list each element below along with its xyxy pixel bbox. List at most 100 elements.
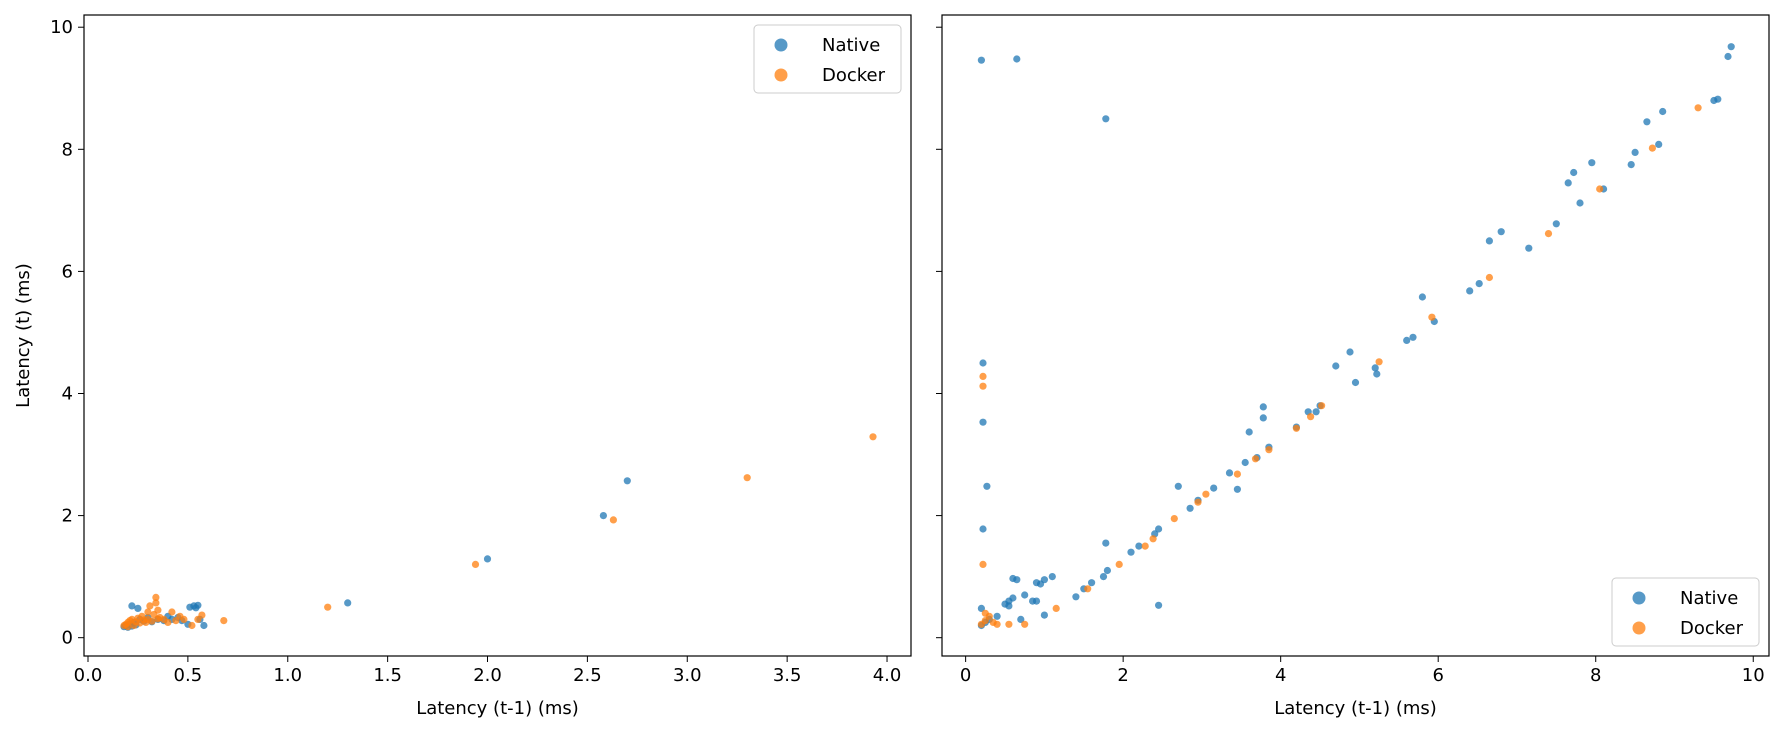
data-point [1631, 148, 1639, 156]
data-point [981, 609, 989, 617]
data-point [979, 359, 987, 367]
data-point [1135, 542, 1143, 550]
data-point [1155, 525, 1163, 533]
y-tick-label: 2 [62, 506, 73, 527]
data-point [1040, 611, 1048, 619]
data-point [1040, 576, 1048, 584]
data-point [1318, 402, 1326, 410]
data-point [1655, 140, 1663, 148]
data-point [1245, 428, 1253, 436]
data-point [1375, 358, 1383, 366]
data-point [180, 615, 188, 624]
data-point [743, 474, 751, 482]
series-docker [120, 433, 877, 631]
legend-box [1611, 577, 1760, 647]
y-axis-label: Latency (t) (ms) [13, 263, 34, 408]
data-point [1307, 413, 1315, 421]
plot-frame [83, 14, 912, 657]
data-point [1332, 362, 1340, 370]
data-point [1241, 458, 1249, 467]
legend-box [753, 24, 902, 94]
data-point [1084, 585, 1092, 593]
data-point [1259, 414, 1267, 422]
y-tick-label: 6 [62, 261, 73, 282]
data-point [1373, 370, 1381, 378]
data-point [1052, 604, 1060, 613]
data-point [1351, 378, 1360, 387]
data-point [979, 418, 987, 426]
data-point [1225, 469, 1234, 477]
data-point [1627, 161, 1635, 169]
data-point [1292, 424, 1300, 432]
data-point [128, 602, 136, 610]
data-point [483, 555, 492, 563]
data-point [1428, 313, 1436, 321]
data-point [344, 599, 352, 607]
y-tick-label: 10 [50, 17, 73, 38]
data-point [1251, 455, 1260, 463]
x-axis-label: Latency (t-1) (ms) [1274, 698, 1437, 719]
data-point [993, 612, 1001, 620]
data-point [1099, 573, 1108, 581]
data-point [1005, 620, 1013, 628]
series-native [977, 43, 1735, 630]
data-point [993, 620, 1001, 628]
data-point [1013, 55, 1021, 63]
legend-label-docker: Docker [1680, 618, 1744, 639]
data-point [168, 608, 176, 616]
data-point [1174, 482, 1182, 490]
data-point [977, 56, 986, 64]
x-tick-label: 4 [1275, 665, 1286, 686]
data-point [1141, 542, 1149, 550]
x-tick-label: 0.5 [174, 665, 203, 686]
data-point [983, 482, 991, 490]
x-tick-label: 1.5 [373, 665, 402, 686]
data-point [979, 372, 987, 380]
data-point [1588, 159, 1596, 167]
y-tick-label: 8 [62, 139, 73, 160]
x-tick-label: 10 [1742, 665, 1765, 686]
data-point [324, 603, 332, 611]
data-point [1115, 560, 1123, 569]
data-point [1005, 602, 1013, 610]
data-point [979, 525, 987, 533]
data-point [198, 611, 206, 619]
data-point [1265, 446, 1273, 454]
data-point [1694, 104, 1702, 112]
data-point [1576, 199, 1584, 207]
data-point [1564, 179, 1572, 187]
data-point [1409, 333, 1417, 341]
data-point [1013, 576, 1021, 584]
data-point [220, 617, 228, 625]
legend-marker-docker [1632, 621, 1646, 635]
data-point [979, 382, 987, 390]
data-point [1552, 220, 1560, 228]
data-point [1032, 597, 1041, 605]
legend-marker-native [774, 38, 788, 52]
data-point [1497, 228, 1505, 236]
data-point [1186, 504, 1194, 512]
data-point [1643, 118, 1651, 126]
data-point [1475, 280, 1483, 288]
series-docker [977, 104, 1702, 628]
data-point [188, 621, 196, 630]
legend: Native Docker [1611, 577, 1760, 647]
data-point [1727, 43, 1735, 51]
data-point [1659, 107, 1667, 116]
x-axis-label: Latency (t-1) (ms) [416, 698, 579, 719]
x-tick-label: 3.5 [773, 665, 802, 686]
data-point [1149, 535, 1157, 543]
data-point [154, 606, 162, 614]
data-point [1210, 484, 1218, 492]
data-point [1127, 548, 1135, 556]
data-point [1072, 593, 1080, 601]
plot-frame [941, 14, 1770, 657]
data-point [979, 560, 987, 569]
data-point [164, 618, 172, 627]
data-point [148, 617, 156, 625]
x-tick-label: 1.0 [273, 665, 302, 686]
series-native [120, 477, 631, 631]
data-point [1021, 591, 1029, 599]
data-point [192, 604, 200, 612]
